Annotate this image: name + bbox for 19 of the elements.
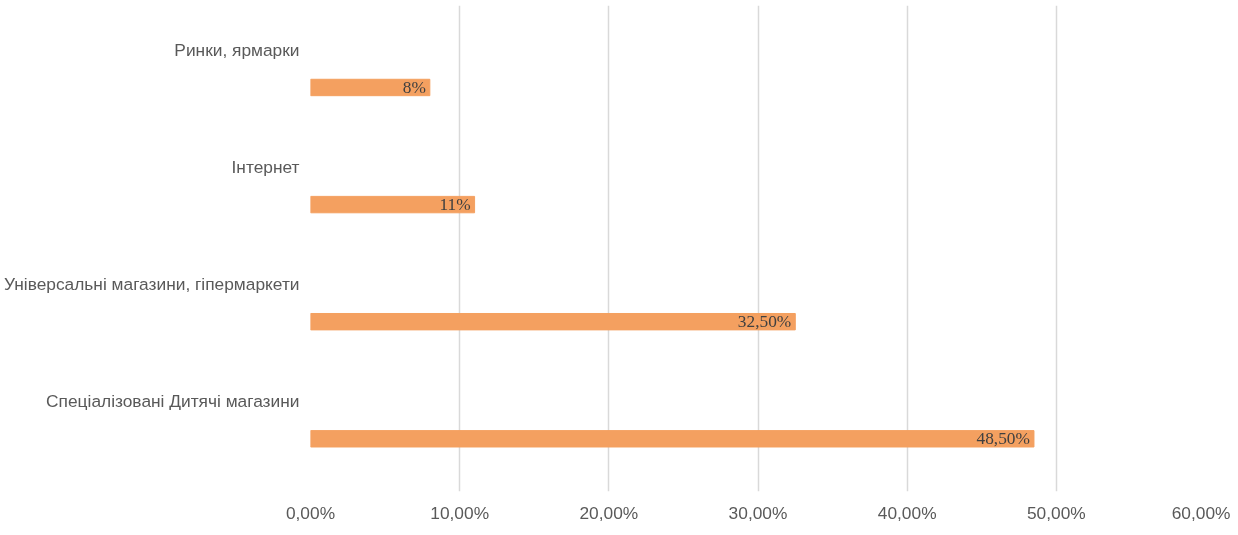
data-label: 48,50% [976, 429, 1030, 449]
bar [310, 313, 796, 331]
x-tick-label: 40,00% [877, 502, 937, 523]
bar [310, 195, 476, 214]
y-tick-label: Спеціалізовані Дитячі магазини [46, 391, 300, 412]
x-tick-label: 20,00% [579, 502, 639, 523]
x-tick-label: 0,00% [285, 502, 336, 523]
data-label: 32,50% [737, 312, 792, 332]
x-tick-label: 60,00% [1171, 502, 1231, 523]
y-tick-label: Інтернет [231, 157, 300, 178]
x-tick-label: 50,00% [1026, 502, 1086, 523]
y-tick-label: Універсальні магазини, гіпермаркети [3, 274, 300, 295]
data-label: 8% [402, 77, 426, 97]
x-tick-label: 10,00% [430, 502, 490, 523]
bar [310, 430, 1035, 448]
y-tick-label: Ринки, ярмарки [174, 40, 300, 60]
x-tick-label: 30,00% [728, 502, 788, 523]
bar [310, 78, 431, 97]
data-label: 11% [439, 195, 471, 215]
